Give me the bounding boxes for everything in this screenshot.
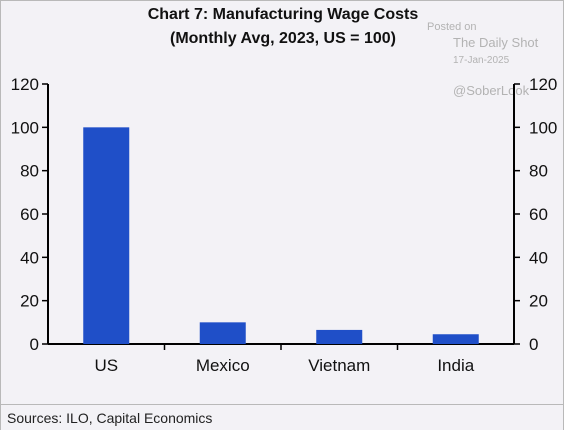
y-tick-label-right: 40 (529, 248, 548, 267)
source-bar: Sources: ILO, Capital Economics (1, 404, 563, 430)
y-tick-label-right: 120 (529, 75, 557, 94)
y-tick-label-left: 20 (20, 292, 39, 311)
x-category-label: India (437, 356, 474, 375)
y-tick-label-left: 0 (30, 335, 39, 354)
y-tick-label-left: 100 (11, 118, 39, 137)
x-category-label: US (94, 356, 118, 375)
watermark-handle: @SoberLook (453, 83, 530, 98)
y-tick-label-right: 60 (529, 205, 548, 224)
y-tick-label-left: 40 (20, 248, 39, 267)
source-text: Sources: ILO, Capital Economics (7, 410, 213, 426)
y-tick-label-left: 80 (20, 162, 39, 181)
bar-mexico (199, 322, 246, 344)
bar-vietnam (316, 329, 363, 344)
y-tick-label-right: 20 (529, 292, 548, 311)
y-tick-label-right: 100 (529, 118, 557, 137)
watermark-date: 17-Jan-2025 (453, 55, 510, 66)
x-category-label: Mexico (196, 356, 250, 375)
watermark-site: The Daily Shot (453, 35, 539, 50)
chart-subtitle: (Monthly Avg, 2023, US = 100) (170, 30, 396, 47)
y-tick-label-left: 60 (20, 205, 39, 224)
bar-us (83, 127, 130, 344)
chart-title: Chart 7: Manufacturing Wage Costs (147, 6, 419, 23)
watermark-posted: Posted on (427, 21, 477, 33)
y-tick-label-right: 80 (529, 162, 548, 181)
bar-india (432, 334, 479, 344)
y-tick-label-right: 0 (529, 335, 538, 354)
y-tick-label-left: 120 (11, 75, 39, 94)
x-category-label: Vietnam (308, 356, 370, 375)
